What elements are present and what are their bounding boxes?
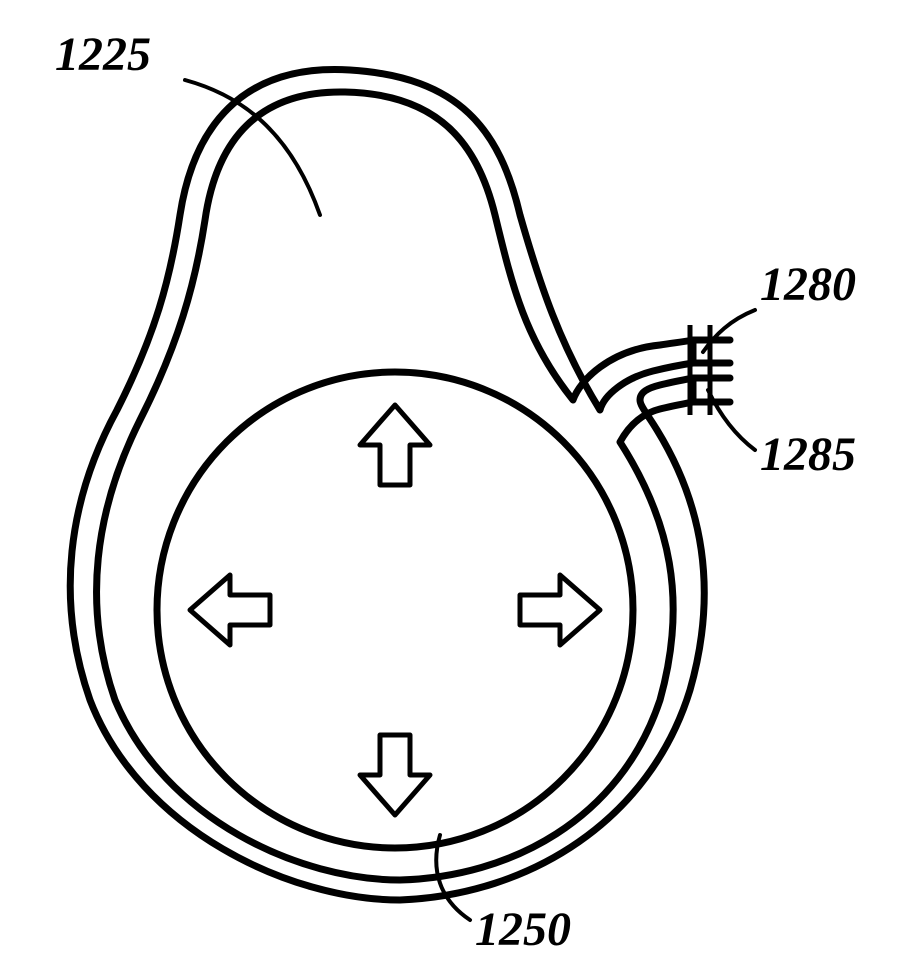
arrow-left-icon (190, 575, 270, 645)
label-1280: 1280 (760, 258, 856, 311)
arrow-down-icon (360, 735, 430, 815)
label-1285: 1285 (760, 428, 856, 481)
inner-circle (157, 372, 633, 848)
label-1250: 1250 (475, 903, 571, 956)
arrow-up-icon (360, 405, 430, 485)
arrow-right-icon (520, 575, 600, 645)
label-1225: 1225 (55, 28, 151, 81)
l1225-leader (185, 80, 320, 215)
